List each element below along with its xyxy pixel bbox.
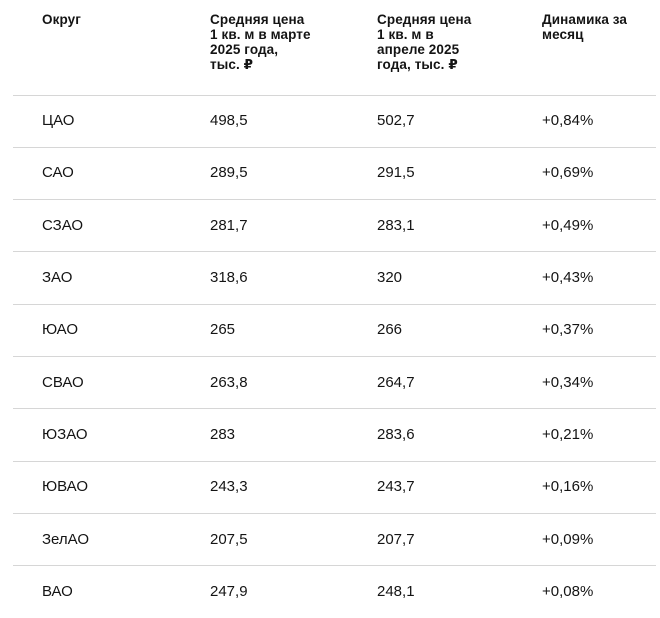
table-row: СЗАО 281,7 283,1 +0,49% (13, 199, 656, 252)
change-cell: +0,37% (542, 321, 594, 339)
table-row: ЗАО 318,6 320 +0,43% (13, 251, 656, 304)
column-header-price-march: Средняя цена 1 кв. м в марте 2025 года, … (210, 12, 311, 72)
price-march-cell: 498,5 (210, 112, 248, 130)
change-cell: +0,16% (542, 478, 594, 496)
district-cell: СЗАО (42, 216, 84, 234)
district-cell: ЮЗАО (42, 425, 88, 443)
table-row: ЮЗАО 283 283,6 +0,21% (13, 408, 656, 461)
price-march-cell: 318,6 (210, 269, 248, 287)
district-cell: СВАО (42, 373, 84, 391)
price-april-cell: 266 (377, 321, 403, 339)
price-april-cell: 283,6 (377, 425, 415, 443)
price-march-cell: 289,5 (210, 164, 248, 182)
change-cell: +0,09% (542, 530, 594, 548)
price-march-cell: 265 (210, 321, 236, 339)
table-row: ЮВАО 243,3 243,7 +0,16% (13, 461, 656, 513)
table-row: СВАО 263,8 264,7 +0,34% (13, 356, 656, 408)
column-header-monthly-change: Динамика за месяц (542, 12, 628, 42)
change-cell: +0,21% (542, 425, 594, 443)
change-cell: +0,08% (542, 583, 594, 601)
table-row: ВАО 247,9 248,1 +0,08% (13, 565, 656, 618)
column-header-price-april: Средняя цена 1 кв. м в апреле 2025 года,… (377, 12, 472, 72)
change-cell: +0,69% (542, 164, 594, 182)
change-cell: +0,49% (542, 216, 594, 234)
district-cell: ВАО (42, 583, 73, 601)
price-april-cell: 283,1 (377, 216, 415, 234)
district-cell: ЗелАО (42, 530, 89, 548)
price-april-cell: 264,7 (377, 373, 415, 391)
price-march-cell: 247,9 (210, 583, 248, 601)
price-march-cell: 207,5 (210, 530, 248, 548)
district-cell: ЮВАО (42, 478, 89, 496)
table-row: САО 289,5 291,5 +0,69% (13, 147, 656, 199)
price-april-cell: 243,7 (377, 478, 415, 496)
price-march-cell: 243,3 (210, 478, 248, 496)
district-cell: ЮАО (42, 321, 78, 339)
price-april-cell: 320 (377, 269, 403, 287)
change-cell: +0,84% (542, 112, 594, 130)
price-march-cell: 283 (210, 425, 236, 443)
column-header-district: Округ (42, 12, 81, 27)
price-april-cell: 248,1 (377, 583, 415, 601)
table-row: ЗелАО 207,5 207,7 +0,09% (13, 513, 656, 565)
header-row: Округ Средняя цена 1 кв. м в марте 2025 … (13, 0, 656, 95)
price-april-cell: 502,7 (377, 112, 415, 130)
price-table: Округ Средняя цена 1 кв. м в марте 2025 … (13, 0, 656, 618)
price-april-cell: 207,7 (377, 530, 415, 548)
price-april-cell: 291,5 (377, 164, 415, 182)
district-cell: САО (42, 164, 74, 182)
price-march-cell: 263,8 (210, 373, 248, 391)
change-cell: +0,43% (542, 269, 594, 287)
price-march-cell: 281,7 (210, 216, 248, 234)
change-cell: +0,34% (542, 373, 594, 391)
district-cell: ЗАО (42, 269, 73, 287)
table-row: ЦАО 498,5 502,7 +0,84% (13, 95, 656, 147)
table-row: ЮАО 265 266 +0,37% (13, 304, 656, 356)
district-cell: ЦАО (42, 112, 75, 130)
